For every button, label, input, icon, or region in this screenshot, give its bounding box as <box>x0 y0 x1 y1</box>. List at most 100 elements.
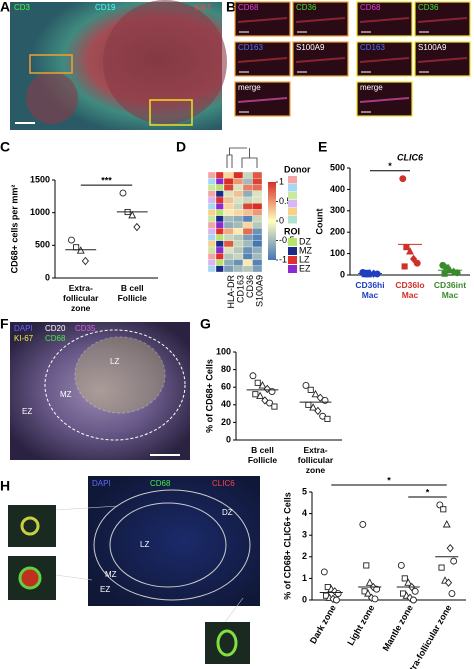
y-tick-label: 500 <box>330 162 345 172</box>
inset <box>205 622 250 664</box>
channel-label: merge <box>238 83 261 92</box>
heat-cell <box>242 246 253 254</box>
y-axis-label: % of CD68+ Cells <box>204 359 214 433</box>
texture <box>295 17 346 23</box>
category-label: CD36hi Mac <box>355 280 385 300</box>
donor-cell <box>207 215 216 223</box>
donor-cell <box>207 171 216 179</box>
texture <box>359 17 410 23</box>
category-label: Extra-follicular zone <box>297 445 334 475</box>
heat-cell <box>223 246 234 254</box>
point <box>399 175 407 183</box>
panel-letter: H <box>0 478 10 494</box>
heat-cell <box>223 228 234 235</box>
point <box>413 259 421 267</box>
heat-cell <box>233 184 244 191</box>
channel-label: CD19 <box>95 3 116 12</box>
legend-swatch <box>288 208 297 216</box>
point <box>256 391 265 400</box>
donor-cell <box>207 196 216 204</box>
donor-cell <box>207 228 216 235</box>
legend-swatch <box>288 176 297 184</box>
region-label: EZ <box>100 585 110 594</box>
heat-cell <box>223 240 234 248</box>
channel-label: merge <box>360 83 383 92</box>
heat-cell <box>233 215 244 223</box>
channel-label: S100A9 <box>296 43 325 52</box>
y-tick-label: 1000 <box>30 207 50 217</box>
cell <box>20 516 40 536</box>
heat-cell <box>233 209 244 216</box>
channel-label: Ki67 <box>195 3 212 12</box>
y-axis-label: % of CD68+ CLIC6+ Cells <box>282 492 292 600</box>
category-label: CD36int Mac <box>433 280 467 300</box>
connector <box>55 505 244 623</box>
heat-cell <box>242 184 253 191</box>
heat-cell <box>252 253 263 260</box>
y-tick-label: 4 <box>302 508 307 518</box>
micrograph <box>10 322 190 460</box>
point <box>450 557 458 565</box>
region-label: EZ <box>22 407 32 416</box>
region-label: LZ <box>110 357 119 366</box>
region-label: DZ <box>222 508 233 517</box>
legend-swatch <box>288 238 297 246</box>
point <box>254 379 261 386</box>
legend-swatch <box>288 247 297 255</box>
point <box>249 372 257 380</box>
panel-letter: D <box>176 139 186 155</box>
heat-cell <box>223 259 234 266</box>
heat-cell <box>233 196 244 204</box>
channel-label: CLIC6 <box>212 479 235 488</box>
heat-cell <box>242 234 253 241</box>
roi-box <box>29 54 73 74</box>
channel-label: CD36 <box>418 3 439 12</box>
heat-cell <box>242 259 253 266</box>
heat-cell <box>252 259 263 266</box>
channel-label: DAPI <box>14 324 33 333</box>
heat-cell <box>233 228 244 235</box>
dendrogram <box>226 147 258 168</box>
channel-label: CD36 <box>296 3 317 12</box>
heat-cell <box>252 246 263 254</box>
follicle <box>103 0 227 124</box>
roi-cell <box>215 246 224 254</box>
point <box>446 543 454 553</box>
heat-cell <box>252 178 263 185</box>
heat-cell <box>233 171 244 179</box>
roi-cell <box>215 203 224 210</box>
point <box>302 381 310 389</box>
point <box>401 575 408 582</box>
donor-cell <box>207 234 216 241</box>
donor-cell <box>207 209 216 216</box>
legend-label: LZ <box>299 254 310 264</box>
point <box>258 381 267 389</box>
y-axis-label: Count <box>314 209 324 235</box>
y-tick-label: 40 <box>221 399 231 409</box>
y-tick-label: 400 <box>330 184 345 194</box>
point <box>359 520 367 528</box>
roi-cell <box>215 178 224 185</box>
point <box>309 403 318 411</box>
channel-label: DAPI <box>92 479 111 488</box>
point <box>119 189 127 197</box>
panel-letter: E <box>318 139 327 155</box>
zone-outline <box>44 329 186 441</box>
point <box>266 399 274 407</box>
point <box>364 589 372 597</box>
heat-cell <box>242 221 253 229</box>
significance-label: * <box>387 475 391 485</box>
panel-letters: A B C D E F G H <box>0 0 327 494</box>
heat-cell <box>223 203 234 210</box>
category-label: Dark zone <box>308 603 338 645</box>
heat-cell <box>252 221 263 229</box>
point <box>128 210 137 219</box>
y-tick-label: 20 <box>221 417 231 427</box>
donor-cell <box>207 246 216 254</box>
channel-label: CD35 <box>75 324 96 333</box>
panel-letter: C <box>0 139 10 155</box>
roi-cell <box>215 184 224 191</box>
heat-cell <box>233 178 244 185</box>
y-tick-label: 200 <box>330 227 345 237</box>
point <box>411 587 419 595</box>
